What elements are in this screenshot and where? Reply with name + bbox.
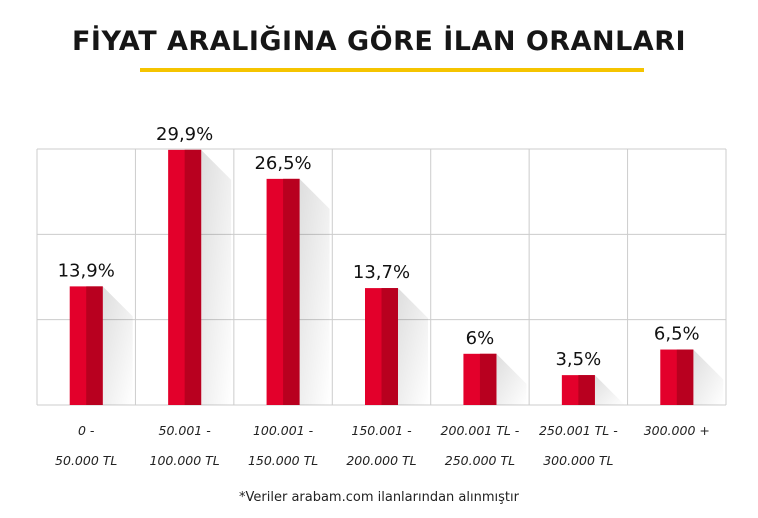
bar-side bbox=[184, 149, 202, 405]
bar-side bbox=[381, 288, 398, 405]
bar-shadow bbox=[398, 288, 428, 405]
bar-series bbox=[69, 149, 694, 405]
data-label: 6,5% bbox=[654, 324, 700, 345]
bar bbox=[660, 349, 694, 405]
data-label: 29,9% bbox=[156, 124, 213, 145]
bar bbox=[365, 288, 398, 405]
chart-title: FİYAT ARALIĞINA GÖRE İLAN ORANLARI bbox=[71, 26, 687, 57]
source-footnote: *Veriler arabam.com ilanlarından alınmış… bbox=[239, 490, 519, 505]
chart-grid bbox=[36, 148, 727, 406]
x-tick-label: 100.001 - bbox=[253, 423, 314, 438]
x-tick-label: 100.000 TL bbox=[150, 453, 220, 468]
bar bbox=[266, 178, 300, 405]
bar-side bbox=[479, 353, 497, 405]
x-tick-label: 0 - bbox=[78, 423, 95, 438]
bar-shadow bbox=[594, 375, 625, 406]
bar bbox=[463, 353, 497, 405]
bar-chart: 13,9% 29,9% 26,5% 13,7% 6% 3,5% 6,5% 0 - 50.000… bbox=[36, 124, 727, 468]
bar-shadow bbox=[102, 286, 133, 405]
bar bbox=[69, 286, 103, 405]
bar-shadow bbox=[496, 353, 527, 405]
x-tick-label: 200.001 TL - bbox=[441, 423, 520, 438]
x-tick-label: 300.000 + bbox=[644, 423, 710, 438]
bar bbox=[168, 149, 202, 405]
bar-side bbox=[283, 178, 300, 405]
x-tick-label: 300.000 TL bbox=[543, 453, 613, 468]
bar-side bbox=[578, 375, 595, 405]
x-axis-tick-labels: 0 - 50.000 TL 50.001 - 100.000 TL 100.001 - 1… bbox=[55, 423, 710, 468]
bar-shadow bbox=[693, 349, 724, 405]
bar-shadow bbox=[201, 149, 232, 405]
bar-side bbox=[86, 286, 103, 405]
bar-shadows bbox=[102, 149, 724, 406]
bar-shadow bbox=[299, 178, 330, 405]
x-tick-label: 150.000 TL bbox=[248, 453, 318, 468]
bar-side bbox=[676, 349, 694, 405]
title-underline bbox=[140, 68, 644, 72]
x-tick-label: 250.001 TL - bbox=[539, 423, 618, 438]
x-tick-label: 50.001 - bbox=[159, 423, 212, 438]
data-label: 6% bbox=[466, 328, 495, 349]
data-label: 13,7% bbox=[353, 262, 410, 283]
bar bbox=[561, 375, 595, 405]
x-tick-label: 50.000 TL bbox=[55, 453, 117, 468]
x-tick-label: 200.000 TL bbox=[346, 453, 416, 468]
data-labels: 13,9% 29,9% 26,5% 13,7% 6% 3,5% 6,5% bbox=[58, 124, 700, 370]
x-tick-label: 250.000 TL bbox=[445, 453, 515, 468]
x-tick-label: 150.001 - bbox=[351, 423, 412, 438]
data-label: 26,5% bbox=[254, 153, 311, 174]
data-label: 3,5% bbox=[555, 349, 601, 370]
data-label: 13,9% bbox=[58, 260, 115, 281]
